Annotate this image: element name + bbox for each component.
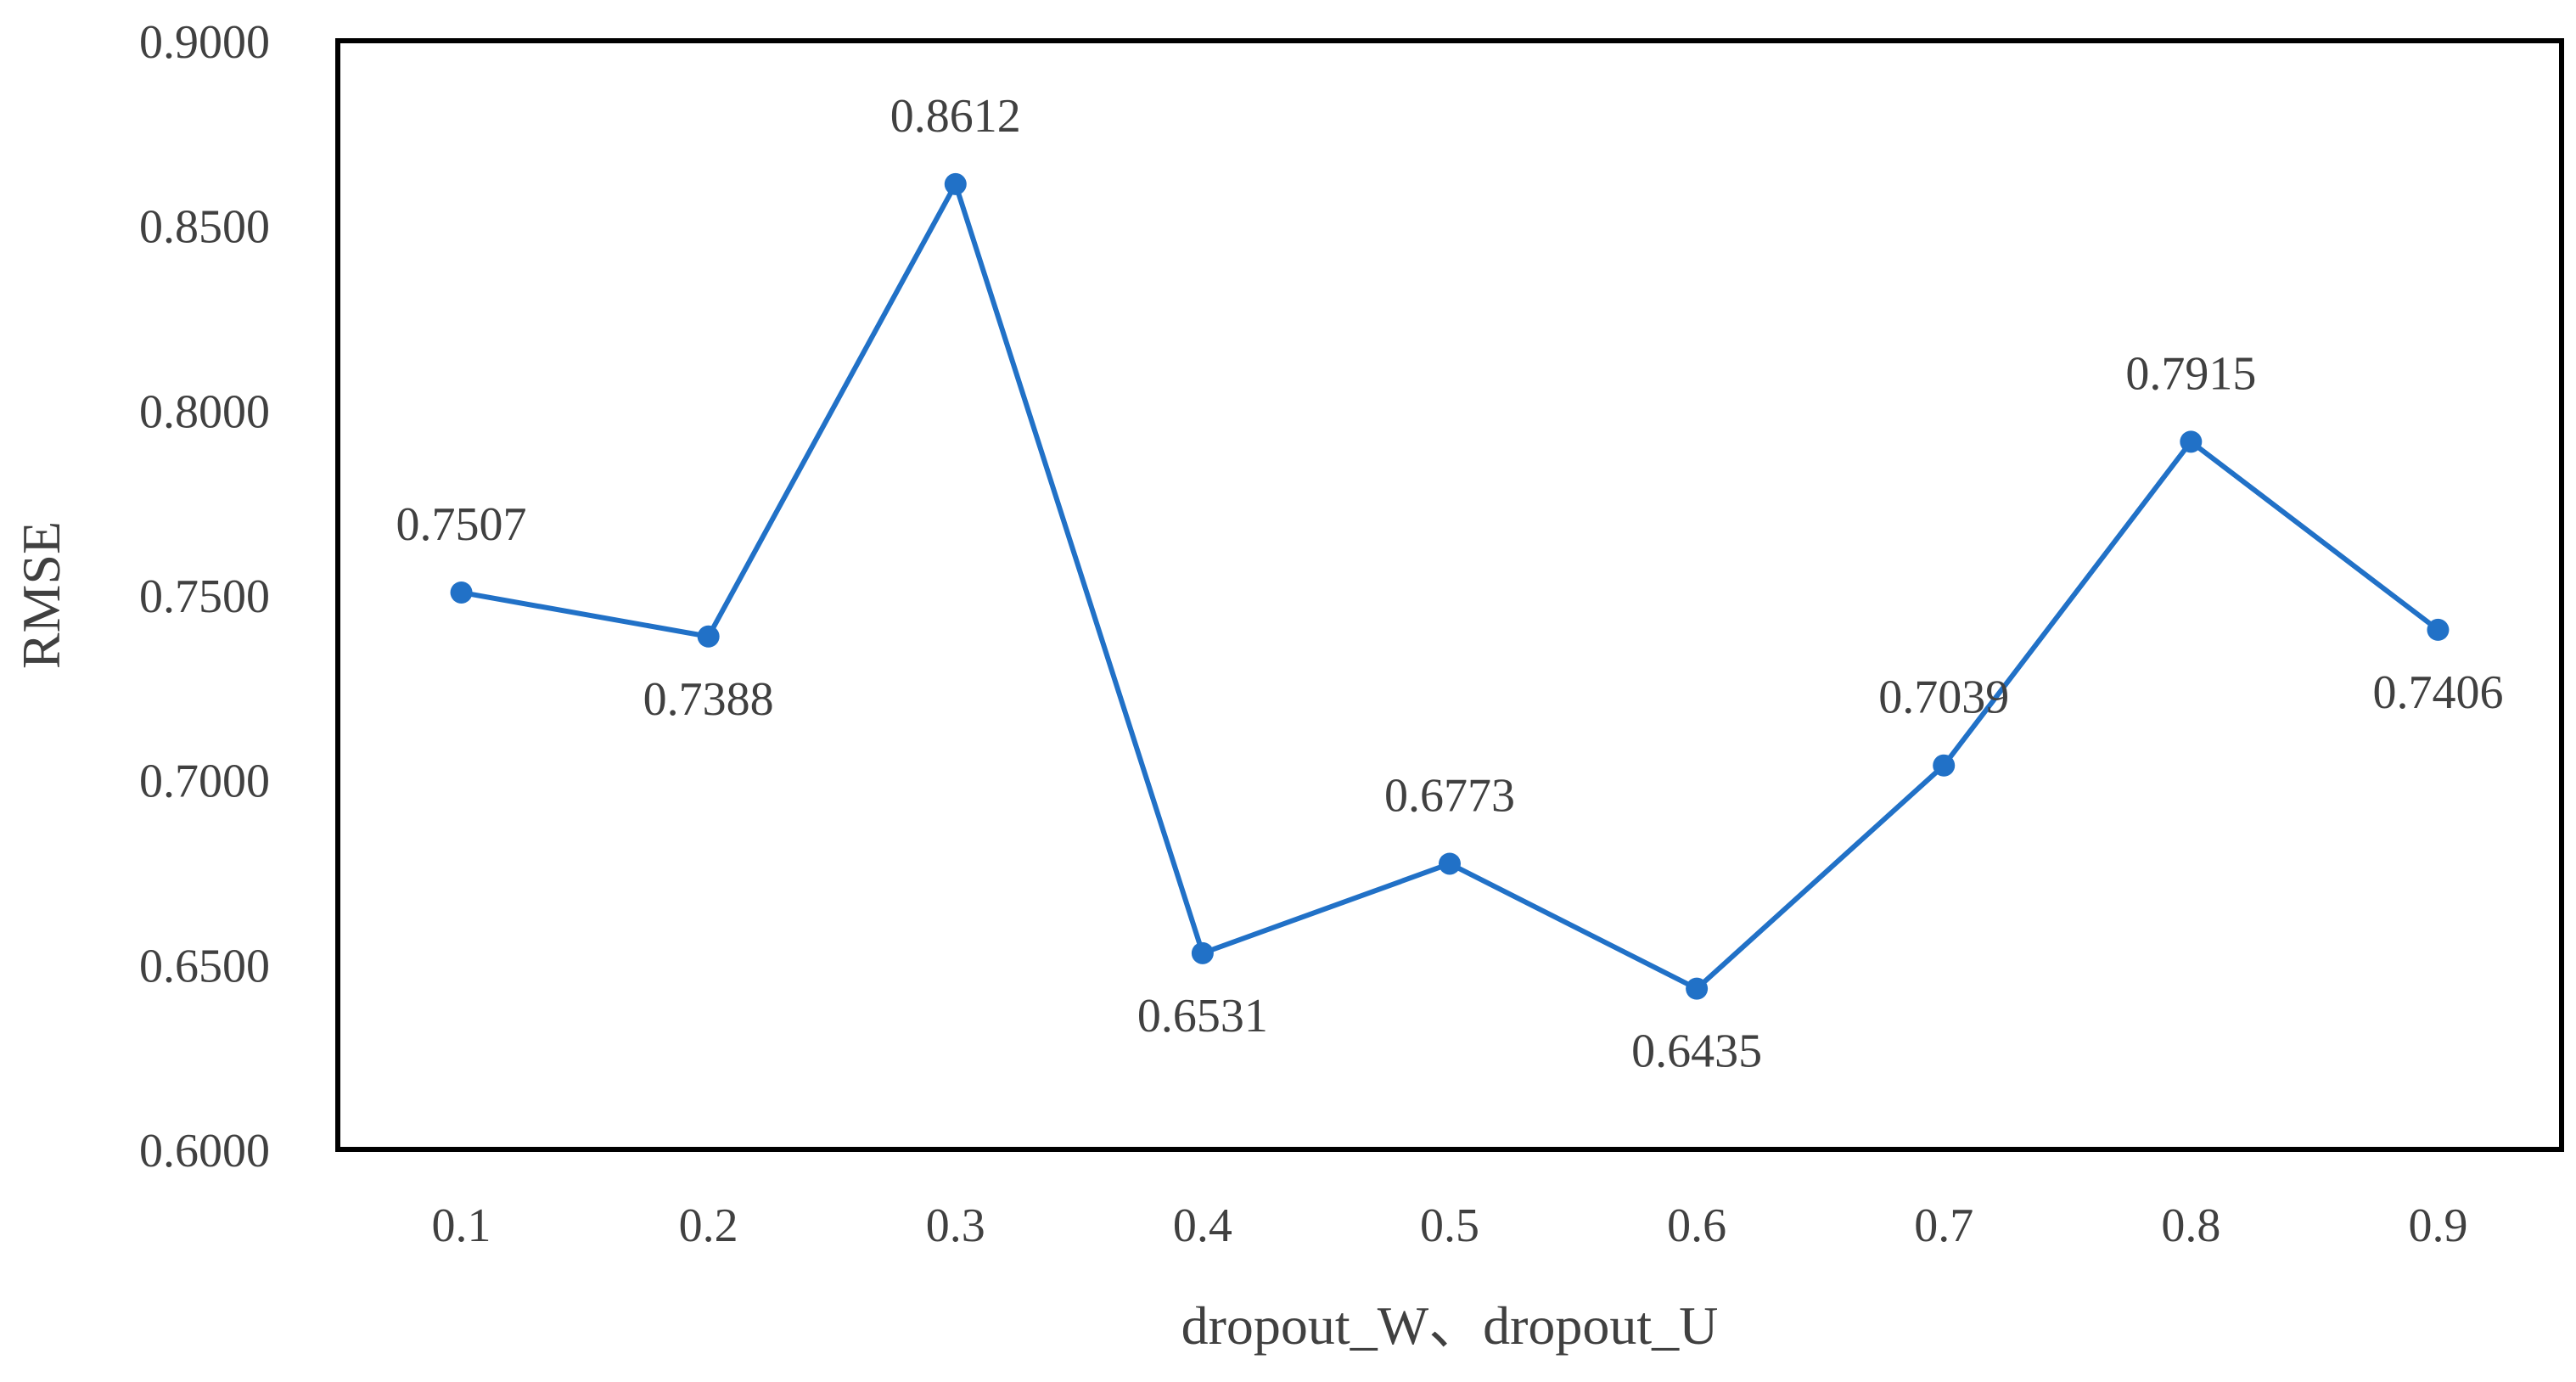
- y-tick-label: 0.6500: [139, 940, 270, 992]
- y-axis-title: RMSE: [11, 521, 71, 669]
- data-point: [2180, 430, 2203, 453]
- x-axis-ticks: 0.1 0.2 0.3 0.4 0.5 0.6 0.7 0.8 0.9: [432, 1199, 2468, 1252]
- data-point: [2427, 618, 2450, 641]
- data-label: 0.7406: [2372, 666, 2503, 719]
- y-tick-label: 0.9000: [139, 16, 270, 69]
- x-tick-label: 0.1: [432, 1199, 491, 1252]
- plot-frame: [335, 38, 2564, 1152]
- data-labels: 0.7507 0.7388 0.8612 0.6531 0.6773 0.6435 0.70…: [396, 90, 2504, 1078]
- data-point: [1191, 941, 1214, 964]
- data-points: [450, 172, 2450, 1000]
- y-axis-ticks: 0.6000 0.6500 0.7000 0.7500 0.8000 0.8500 0.90…: [139, 16, 270, 1177]
- y-tick-label: 0.6000: [139, 1125, 270, 1177]
- data-label: 0.7507: [396, 498, 527, 551]
- data-point: [1686, 977, 1709, 1000]
- y-tick-label: 0.8500: [139, 201, 270, 254]
- data-point: [450, 581, 473, 604]
- y-tick-label: 0.7000: [139, 756, 270, 808]
- data-label: 0.7915: [2125, 347, 2256, 400]
- data-label: 0.7388: [643, 673, 774, 726]
- x-tick-label: 0.5: [1420, 1199, 1479, 1252]
- y-tick-label: 0.7500: [139, 570, 270, 623]
- data-label: 0.8612: [890, 90, 1021, 143]
- x-tick-label: 0.6: [1667, 1199, 1726, 1252]
- data-point: [944, 172, 967, 195]
- x-tick-label: 0.2: [679, 1199, 738, 1252]
- data-point: [697, 625, 720, 648]
- data-label: 0.7039: [1878, 671, 2009, 724]
- x-axis-title: dropout_W、dropout_U: [1181, 1295, 1719, 1356]
- data-label: 0.6531: [1137, 990, 1268, 1042]
- x-tick-label: 0.3: [926, 1199, 985, 1252]
- x-tick-label: 0.9: [2408, 1199, 2467, 1252]
- data-label: 0.6773: [1384, 769, 1515, 822]
- x-tick-label: 0.4: [1173, 1199, 1232, 1252]
- data-point: [1933, 754, 1956, 777]
- x-tick-label: 0.7: [1914, 1199, 1973, 1252]
- y-tick-label: 0.8000: [139, 385, 270, 438]
- data-point: [1439, 852, 1461, 875]
- x-tick-label: 0.8: [2161, 1199, 2220, 1252]
- data-label: 0.6435: [1631, 1025, 1762, 1078]
